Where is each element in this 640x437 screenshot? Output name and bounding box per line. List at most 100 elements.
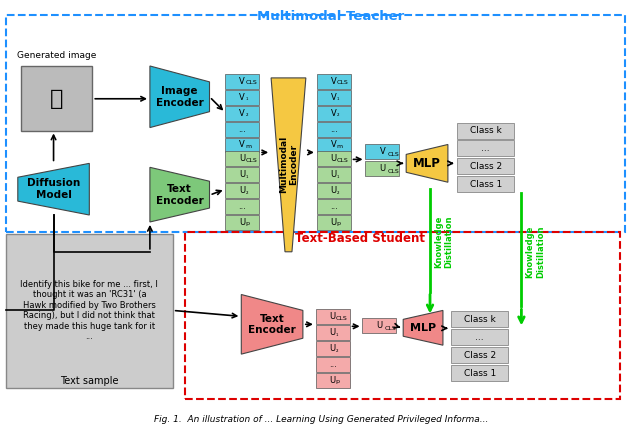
Polygon shape (406, 145, 448, 182)
Bar (362, 319, 396, 333)
Text: V: V (331, 140, 337, 149)
Text: V: V (331, 109, 337, 118)
Text: CLS: CLS (387, 169, 399, 174)
Bar (317, 74, 351, 89)
Text: Text sample: Text sample (60, 376, 118, 386)
Bar (451, 329, 509, 345)
Bar (225, 138, 259, 153)
Text: p: p (337, 222, 340, 226)
Text: CLS: CLS (245, 80, 257, 85)
Text: Fig. 1.  An illustration of ... Learning Using Generated Privileged Informa...: Fig. 1. An illustration of ... Learning … (154, 415, 488, 424)
Text: ₁: ₁ (337, 174, 339, 179)
Text: V: V (239, 93, 245, 102)
Text: V: V (239, 109, 245, 118)
Text: U: U (331, 186, 337, 195)
Text: V: V (239, 140, 245, 149)
Bar (225, 152, 259, 166)
Text: Text
Encoder: Text Encoder (156, 184, 204, 206)
Text: ₂: ₂ (335, 348, 338, 353)
Polygon shape (241, 295, 303, 354)
Text: ₂: ₂ (337, 190, 339, 194)
Text: ...: ... (481, 144, 490, 153)
Text: U: U (239, 170, 245, 179)
Bar (317, 215, 351, 230)
Text: Class k: Class k (464, 315, 495, 324)
Text: MLP: MLP (410, 323, 436, 333)
Text: Class 2: Class 2 (470, 162, 502, 171)
Bar (451, 365, 509, 381)
Text: Class k: Class k (470, 126, 502, 135)
Text: CLS: CLS (335, 316, 348, 321)
Text: V: V (331, 77, 337, 86)
Text: ₂: ₂ (337, 112, 339, 117)
Bar (317, 121, 351, 136)
Bar (365, 161, 399, 176)
Text: m: m (337, 144, 343, 149)
Text: Text
Encoder: Text Encoder (248, 313, 296, 335)
Text: Multimodal
Encoder: Multimodal Encoder (279, 136, 298, 194)
Bar (457, 123, 515, 139)
Text: p: p (245, 222, 249, 226)
Bar (317, 106, 351, 121)
Bar (225, 74, 259, 89)
Text: Class 2: Class 2 (463, 350, 496, 360)
Bar (317, 152, 351, 166)
Text: ₂: ₂ (245, 190, 248, 194)
Bar (317, 90, 351, 105)
Bar (316, 341, 349, 356)
Text: MLP: MLP (413, 157, 441, 170)
Text: Image
Encoder: Image Encoder (156, 86, 204, 108)
Text: ₁: ₁ (245, 96, 248, 101)
Text: ...: ... (330, 202, 338, 211)
Polygon shape (403, 310, 443, 345)
Bar (316, 325, 349, 340)
Text: U: U (331, 154, 337, 163)
Bar (451, 312, 509, 327)
Text: ...: ... (330, 125, 338, 134)
Text: V: V (331, 93, 337, 102)
Text: Knowledge
Distillation: Knowledge Distillation (434, 215, 453, 268)
Bar (225, 90, 259, 105)
Bar (225, 183, 259, 198)
Bar (225, 121, 259, 136)
Text: V: V (380, 147, 385, 156)
Text: U: U (239, 154, 245, 163)
Polygon shape (271, 78, 306, 252)
Bar (225, 199, 259, 214)
Text: U: U (330, 312, 336, 321)
Text: m: m (245, 144, 252, 149)
Text: U: U (380, 164, 385, 173)
Text: U: U (331, 170, 337, 179)
Text: U: U (330, 376, 336, 385)
Bar (365, 145, 399, 160)
Text: CLS: CLS (387, 152, 399, 157)
Polygon shape (150, 167, 209, 222)
Text: V: V (239, 77, 245, 86)
Text: ...: ... (476, 333, 484, 342)
Text: CLS: CLS (385, 326, 396, 331)
Text: CLS: CLS (337, 158, 348, 163)
Bar (457, 176, 515, 192)
Text: U: U (331, 218, 337, 227)
Text: ₁: ₁ (335, 332, 338, 337)
Bar (317, 199, 351, 214)
Text: Text-Based Student: Text-Based Student (296, 232, 426, 245)
Text: Generated image: Generated image (17, 51, 96, 60)
Text: U: U (239, 218, 245, 227)
Bar (225, 106, 259, 121)
Text: ₁: ₁ (245, 174, 248, 179)
Text: U: U (239, 186, 245, 195)
Polygon shape (18, 163, 90, 215)
Text: Knowledge
Distillation: Knowledge Distillation (525, 225, 545, 278)
Text: 🏍: 🏍 (50, 89, 63, 109)
Text: U: U (376, 321, 383, 330)
Bar (317, 167, 351, 182)
Text: Class 1: Class 1 (463, 368, 496, 378)
Text: ...: ... (238, 202, 246, 211)
Bar (457, 158, 515, 174)
Text: ₂: ₂ (245, 112, 248, 117)
Bar (457, 141, 515, 156)
Text: Identify this bike for me ... first, I
thought it was an 'RC31' (a
Hawk modified: Identify this bike for me ... first, I t… (20, 280, 158, 341)
Text: ₁: ₁ (337, 96, 339, 101)
Text: Multimodal Teacher: Multimodal Teacher (257, 10, 404, 23)
